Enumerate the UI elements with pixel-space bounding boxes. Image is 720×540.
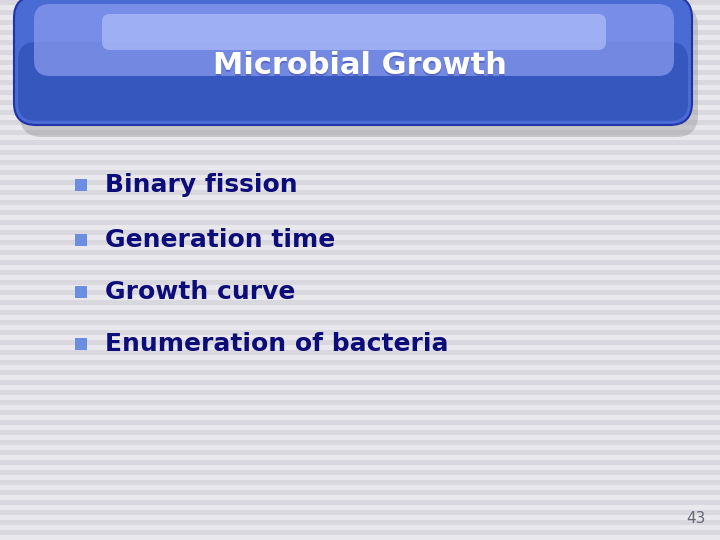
Text: 43: 43 [687,511,706,526]
Text: Generation time: Generation time [105,228,336,252]
FancyBboxPatch shape [75,286,87,298]
Text: Enumeration of bacteria: Enumeration of bacteria [105,332,449,356]
FancyBboxPatch shape [34,4,674,76]
FancyBboxPatch shape [102,14,606,50]
FancyBboxPatch shape [75,179,87,191]
FancyBboxPatch shape [20,5,698,137]
FancyBboxPatch shape [18,42,688,121]
Text: Microbial Growth: Microbial Growth [213,51,507,79]
FancyBboxPatch shape [75,338,87,350]
Text: Binary fission: Binary fission [105,173,297,197]
Text: Microbial Growth: Microbial Growth [213,52,507,82]
FancyBboxPatch shape [75,234,87,246]
Text: Growth curve: Growth curve [105,280,295,304]
FancyBboxPatch shape [14,0,692,125]
